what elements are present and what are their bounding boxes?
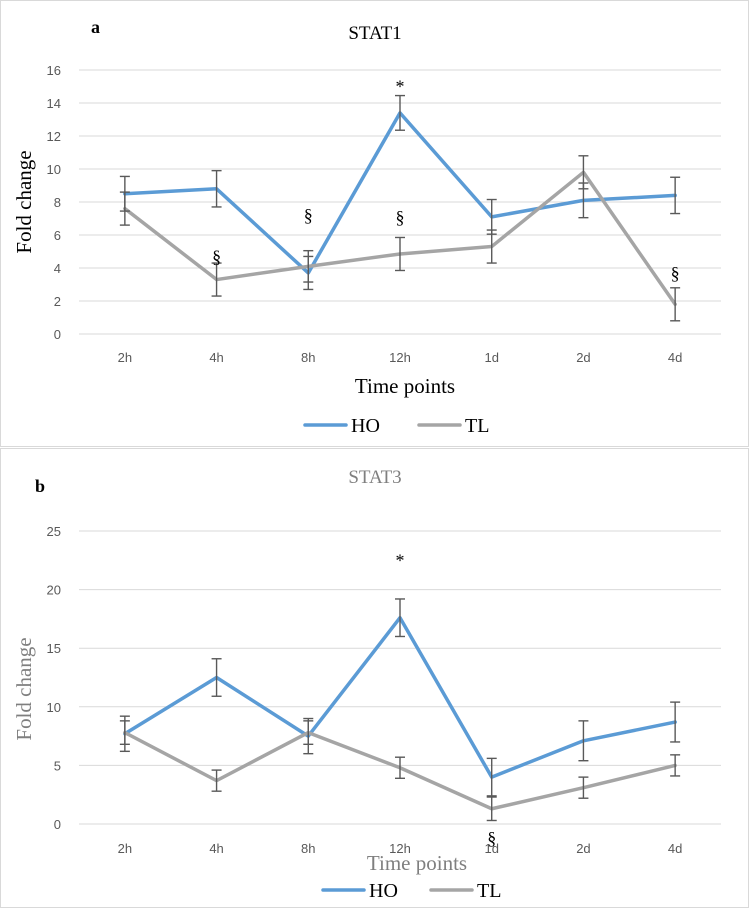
y-tick-label: 10 xyxy=(47,700,61,715)
error-bar-tl xyxy=(395,236,405,272)
error-bar-ho xyxy=(211,169,222,208)
significance-section-mark: § xyxy=(212,246,221,266)
error-bar-ho xyxy=(670,176,681,215)
error-bar-tl xyxy=(119,191,130,226)
chart-title: STAT3 xyxy=(348,467,401,488)
error-bar-tl xyxy=(578,776,589,799)
error-bar-ho xyxy=(486,757,497,797)
y-tick-label: 12 xyxy=(47,129,61,144)
x-tick-label: 1d xyxy=(484,350,498,365)
y-axis-label: Fold change xyxy=(12,637,36,740)
significance-section-mark: § xyxy=(396,207,405,227)
chart-panel-stat1: a STAT1 0 2 4 6 8 10 12 14 16 2h 4h 8h 12h 1d 2d 4d Time p… xyxy=(0,0,749,447)
stat3-line-chart: b STAT3 0 5 10 15 20 25 2h 4h 8h 12h 1d 2d 4d Time poin… xyxy=(12,467,721,902)
x-tick-label: 4d xyxy=(668,841,682,856)
error-bar-tl xyxy=(578,155,589,190)
legend-label-tl: TL xyxy=(477,880,501,902)
legend-label-ho: HO xyxy=(351,415,380,437)
x-axis-label: Time points xyxy=(367,851,467,875)
y-tick-label: 0 xyxy=(54,327,61,342)
error-bar-tl xyxy=(211,769,222,792)
y-tick-label: 10 xyxy=(47,162,61,177)
x-tick-label: 1d xyxy=(484,841,498,856)
error-bar-ho xyxy=(670,701,681,743)
error-bar-tl xyxy=(395,756,405,779)
significance-asterisk: * xyxy=(396,550,405,570)
error-bar-ho xyxy=(395,598,405,638)
y-tick-label: 15 xyxy=(47,641,61,656)
y-tick-label: 25 xyxy=(47,524,61,539)
x-tick-label: 12h xyxy=(389,841,411,856)
error-bar-tl xyxy=(670,754,681,777)
chart-panel-stat3: b STAT3 0 5 10 15 20 25 2h 4h 8h 12h 1d 2d 4d Time poin… xyxy=(0,448,749,908)
x-tick-label: 2d xyxy=(576,350,590,365)
x-tick-label: 8h xyxy=(301,841,315,856)
stat1-line-chart: a STAT1 0 2 4 6 8 10 12 14 16 2h 4h 8h 12h 1d 2d 4d Time p… xyxy=(12,17,721,437)
significance-section-mark: § xyxy=(304,205,313,225)
x-tick-label: 12h xyxy=(389,350,411,365)
error-bar-tl xyxy=(119,720,130,746)
x-tick-label: 2h xyxy=(118,350,132,365)
series-line-ho xyxy=(123,615,677,779)
panel-letter: b xyxy=(35,476,45,496)
error-bar-ho xyxy=(578,720,589,762)
x-axis-label: Time points xyxy=(355,374,455,398)
significance-asterisk: * xyxy=(396,77,405,97)
y-tick-label: 14 xyxy=(47,96,61,111)
panel-letter: a xyxy=(91,17,100,37)
y-tick-label: 0 xyxy=(54,817,61,832)
legend-label-tl: TL xyxy=(465,415,489,437)
x-tick-label: 2h xyxy=(118,841,132,856)
error-bar-tl xyxy=(670,287,681,322)
error-bar-tl xyxy=(486,796,497,822)
y-axis-label: Fold change xyxy=(12,150,36,253)
significance-section-mark: § xyxy=(671,263,680,283)
error-bar-ho xyxy=(395,94,405,131)
x-tick-label: 4d xyxy=(668,350,682,365)
significance-section-mark: § xyxy=(487,828,496,848)
error-bar-tl xyxy=(211,262,222,297)
x-tick-label: 4h xyxy=(209,350,223,365)
x-tick-label: 2d xyxy=(576,841,590,856)
y-tick-label: 6 xyxy=(54,228,61,243)
y-tick-label: 2 xyxy=(54,294,61,309)
x-tick-label: 4h xyxy=(209,841,223,856)
y-tick-label: 5 xyxy=(54,758,61,773)
y-tick-label: 4 xyxy=(54,261,61,276)
y-tick-label: 8 xyxy=(54,195,61,210)
x-tick-label: 8h xyxy=(301,350,315,365)
error-bar-tl xyxy=(303,249,314,283)
chart-title: STAT1 xyxy=(348,23,401,44)
legend-label-ho: HO xyxy=(369,880,398,902)
y-tick-label: 20 xyxy=(47,583,61,598)
y-tick-label: 16 xyxy=(47,63,61,78)
error-bar-tl xyxy=(486,229,497,264)
error-bar-ho xyxy=(211,658,222,697)
error-bar-tl xyxy=(303,720,314,746)
